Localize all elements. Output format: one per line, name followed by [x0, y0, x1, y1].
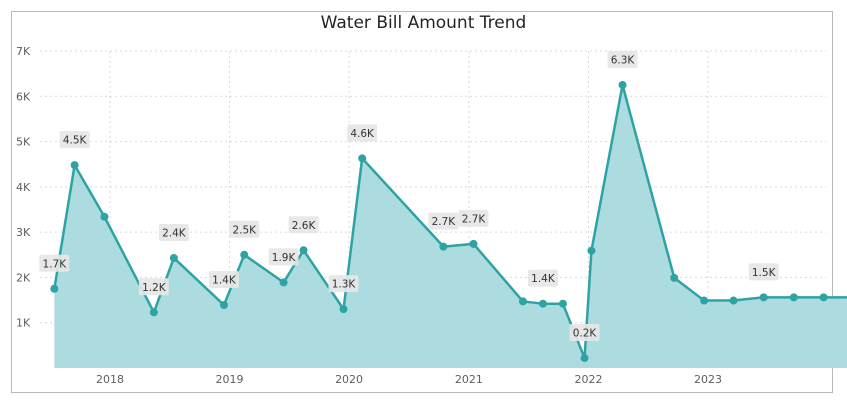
y-tick-label: 4K [16, 181, 31, 194]
data-label-bg [748, 263, 779, 281]
data-point [299, 246, 308, 255]
data-label-bg [527, 269, 558, 287]
data-label: 2.5K [232, 224, 257, 236]
data-label-bg [288, 216, 319, 234]
data-point [789, 293, 798, 302]
data-label: 2.7K [462, 213, 487, 225]
data-label: 2.4K [162, 227, 187, 239]
data-label: 1.9K [272, 252, 297, 264]
data-point [70, 161, 79, 170]
data-point [358, 154, 367, 163]
data-point [240, 250, 249, 259]
data-label: 0.2K [573, 328, 598, 340]
x-tick-label: 2020 [335, 373, 363, 386]
data-label-bg [458, 209, 489, 227]
data-point [518, 297, 527, 306]
series-line [53, 83, 847, 360]
data-point [339, 305, 348, 314]
data-label: 6.3K [611, 54, 636, 66]
data-point [580, 354, 589, 363]
data-label: 1.4K [531, 273, 556, 285]
data-label-bg [328, 275, 359, 293]
data-point [759, 293, 768, 302]
y-tick-label: 5K [16, 136, 31, 149]
data-label-bg [347, 124, 378, 142]
data-label: 1.2K [142, 282, 167, 294]
data-label-bg [59, 131, 90, 149]
data-point [439, 242, 448, 251]
chart-title: Water Bill Amount Trend [320, 13, 527, 33]
data-point [100, 212, 109, 221]
y-tick-label: 2K [16, 271, 31, 284]
data-label: 1.3K [332, 279, 357, 291]
data-point [219, 301, 228, 310]
data-point [469, 239, 478, 248]
x-tick-label: 2023 [694, 373, 722, 386]
data-label-bg [569, 324, 600, 342]
data-label-bg [158, 223, 189, 241]
data-label-bg [39, 254, 70, 272]
x-tick-label: 2022 [574, 373, 602, 386]
y-tick-label: 7K [16, 45, 31, 58]
data-point [279, 278, 288, 287]
data-point [729, 296, 738, 305]
data-point [169, 253, 178, 262]
x-tick-label: 2019 [216, 373, 244, 386]
data-label: 4.6K [350, 128, 375, 140]
data-label: 2.7K [432, 216, 457, 228]
y-tick-label: 6K [16, 90, 31, 103]
data-point [587, 246, 596, 255]
data-point [149, 308, 158, 317]
data-label-bg [138, 278, 169, 296]
area-fill [54, 84, 847, 368]
data-point [618, 80, 627, 89]
data-label-bg [428, 212, 459, 230]
data-label: 1.4K [212, 275, 237, 287]
data-label-bg [208, 271, 239, 289]
data-label-bg [607, 50, 638, 68]
data-label: 2.6K [292, 220, 317, 232]
x-tick-label: 2018 [96, 373, 124, 386]
data-point [50, 284, 59, 293]
data-point [558, 299, 567, 308]
data-label-bg [229, 220, 260, 238]
data-point [670, 273, 679, 282]
y-tick-label: 1K [16, 317, 31, 330]
data-point [538, 299, 547, 308]
data-label: 1.5K [752, 267, 777, 279]
y-tick-label: 3K [16, 226, 31, 239]
x-tick-label: 2021 [455, 373, 483, 386]
data-point [700, 296, 709, 305]
data-point [819, 293, 828, 302]
data-label-bg [268, 248, 299, 266]
data-label: 1.7K [43, 258, 68, 270]
data-label: 4.5K [63, 135, 88, 147]
